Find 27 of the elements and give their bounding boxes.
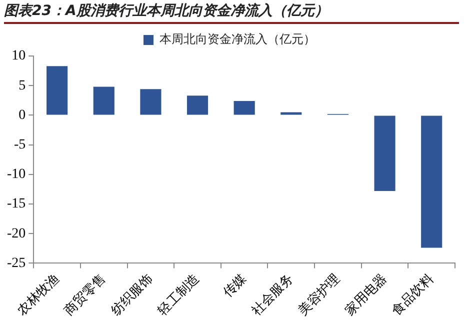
x-tick-label: 农林牧渔 bbox=[14, 271, 62, 319]
bar bbox=[140, 89, 162, 115]
bar bbox=[93, 86, 114, 115]
y-tick-label: 10 bbox=[12, 48, 26, 64]
y-tick-label: 5 bbox=[18, 78, 26, 94]
x-tick-label: 食品饮料 bbox=[389, 271, 437, 319]
x-tick-label: 社会服务 bbox=[248, 271, 296, 319]
bar bbox=[234, 100, 255, 115]
bar bbox=[280, 112, 302, 115]
x-tick-label: 商贸零售 bbox=[62, 271, 110, 319]
bar bbox=[374, 116, 396, 191]
x-tick-label: 传媒 bbox=[220, 271, 250, 300]
x-tick-label: 家用电器 bbox=[342, 270, 390, 319]
legend-label: 本周北向资金净流入（亿元） bbox=[160, 32, 316, 46]
chart-title: 图表23：A股消费行业本周北向资金净流入（亿元） bbox=[4, 2, 459, 24]
bar bbox=[186, 96, 208, 115]
bar bbox=[421, 116, 442, 248]
y-tick-label: -25 bbox=[6, 256, 26, 271]
y-tick-label: -5 bbox=[14, 137, 26, 152]
bar bbox=[46, 66, 68, 115]
x-tick-label: 美容护理 bbox=[295, 270, 344, 319]
x-tick-label: 纺织服饰 bbox=[108, 271, 156, 319]
x-tick-label: 轻工制造 bbox=[155, 271, 203, 319]
y-tick-label: -20 bbox=[6, 226, 26, 242]
y-tick-label: 0 bbox=[18, 108, 26, 123]
y-tick-label: -10 bbox=[6, 167, 26, 182]
y-tick-label: -15 bbox=[6, 196, 26, 212]
